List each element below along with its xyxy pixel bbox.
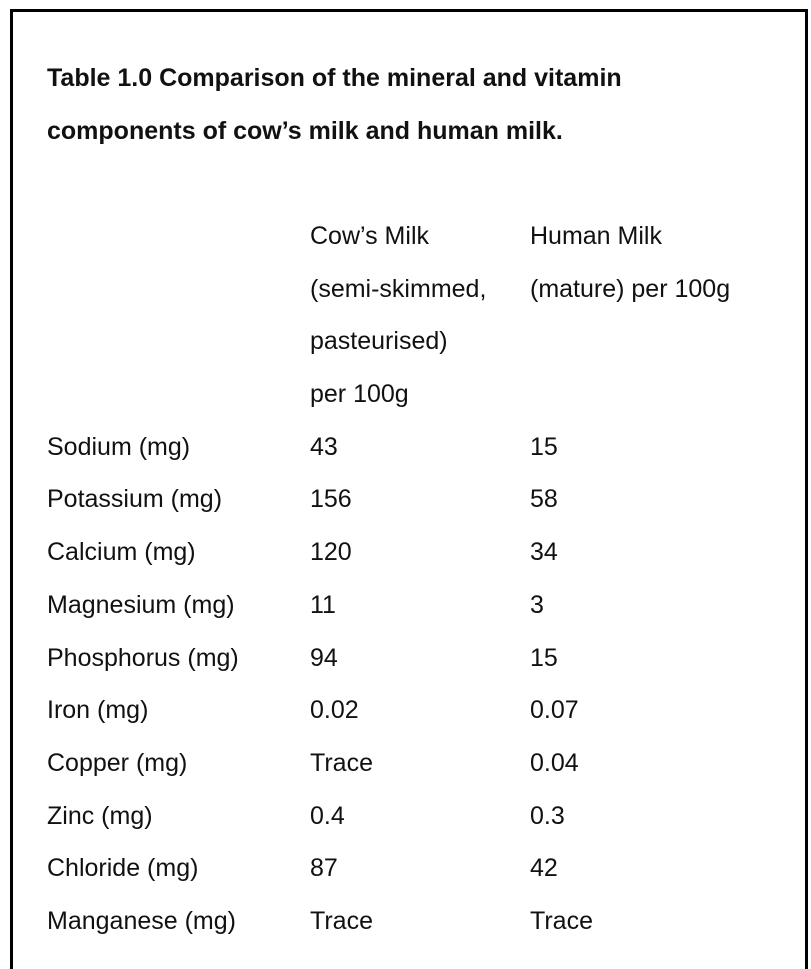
nutrient-name: Phosphorus (mg) xyxy=(47,643,239,672)
cows-milk-value: 43 xyxy=(310,432,338,461)
header-cows-milk-line: Cow’s Milk xyxy=(310,222,429,250)
human-milk-value: 15 xyxy=(530,643,558,672)
header-human-milk-line: Human Milk xyxy=(530,222,662,250)
header-human-milk-line: (mature) per 100g xyxy=(530,274,731,303)
table-row: Manganese (mg) Trace Trace xyxy=(47,895,770,948)
table-row: Phosphorus (mg) 94 15 xyxy=(47,632,770,685)
table-row: Sodium (mg) 43 15 xyxy=(47,421,770,474)
cows-milk-value: Trace xyxy=(310,748,373,777)
human-milk-value: Trace xyxy=(530,907,593,936)
nutrient-name: Zinc (mg) xyxy=(47,801,153,830)
nutrient-name: Sodium (mg) xyxy=(47,432,191,461)
table-title-line-2: components of cow’s milk and human milk. xyxy=(47,117,563,145)
cows-milk-value: 120 xyxy=(310,538,352,567)
human-milk-value: 0.07 xyxy=(530,696,579,725)
header-row: Cow’s Milk (semi-skimmed, pasteurised) p… xyxy=(47,210,770,421)
nutrient-name: Calcium (mg) xyxy=(47,538,196,567)
human-milk-value: 15 xyxy=(530,432,558,461)
cows-milk-value: 94 xyxy=(310,643,338,672)
table-row: Copper (mg) Trace 0.04 xyxy=(47,737,770,790)
nutrient-name: Iron (mg) xyxy=(47,696,149,725)
table-title-line-1: Table 1.0 Comparison of the mineral and … xyxy=(47,64,622,92)
table-row: Calcium (mg) 120 34 xyxy=(47,526,770,579)
cows-milk-value: 11 xyxy=(310,590,336,619)
table-title: Table 1.0 Comparison of the mineral and … xyxy=(47,52,747,158)
nutrient-name: Copper (mg) xyxy=(47,748,188,777)
cows-milk-value: 87 xyxy=(310,854,338,883)
header-cows-milk: Cow’s Milk (semi-skimmed, pasteurised) p… xyxy=(310,210,530,421)
header-cows-milk-line: per 100g xyxy=(310,380,409,409)
human-milk-value: 42 xyxy=(530,854,558,883)
table-row: Magnesium (mg) 11 3 xyxy=(47,579,770,632)
nutrient-name: Potassium (mg) xyxy=(47,485,223,514)
cows-milk-value: Trace xyxy=(310,907,373,936)
table-border xyxy=(10,9,808,969)
cows-milk-value: 156 xyxy=(310,485,352,514)
table-body: Sodium (mg) 43 15 Potassium (mg) 156 58 … xyxy=(47,421,770,948)
nutrient-comparison-table: Cow’s Milk (semi-skimmed, pasteurised) p… xyxy=(47,210,770,948)
human-milk-value: 0.3 xyxy=(530,801,565,830)
nutrient-name: Manganese (mg) xyxy=(47,907,236,936)
human-milk-value: 0.04 xyxy=(530,748,579,777)
table-row: Chloride (mg) 87 42 xyxy=(47,842,770,895)
table-header: Cow’s Milk (semi-skimmed, pasteurised) p… xyxy=(47,210,770,421)
human-milk-value: 3 xyxy=(530,590,544,619)
human-milk-value: 58 xyxy=(530,485,558,514)
header-blank-cell xyxy=(47,210,310,421)
cows-milk-value: 0.4 xyxy=(310,801,345,830)
table-row: Iron (mg) 0.02 0.07 xyxy=(47,684,770,737)
table-row: Zinc (mg) 0.4 0.3 xyxy=(47,790,770,843)
nutrient-name: Chloride (mg) xyxy=(47,854,199,883)
nutrient-name: Magnesium (mg) xyxy=(47,590,235,619)
header-cows-milk-line: (semi-skimmed, xyxy=(310,274,487,303)
human-milk-value: 34 xyxy=(530,538,558,567)
table-row: Potassium (mg) 156 58 xyxy=(47,473,770,526)
header-cows-milk-line: pasteurised) xyxy=(310,327,448,356)
header-human-milk: Human Milk (mature) per 100g xyxy=(530,210,770,421)
cows-milk-value: 0.02 xyxy=(310,696,359,725)
